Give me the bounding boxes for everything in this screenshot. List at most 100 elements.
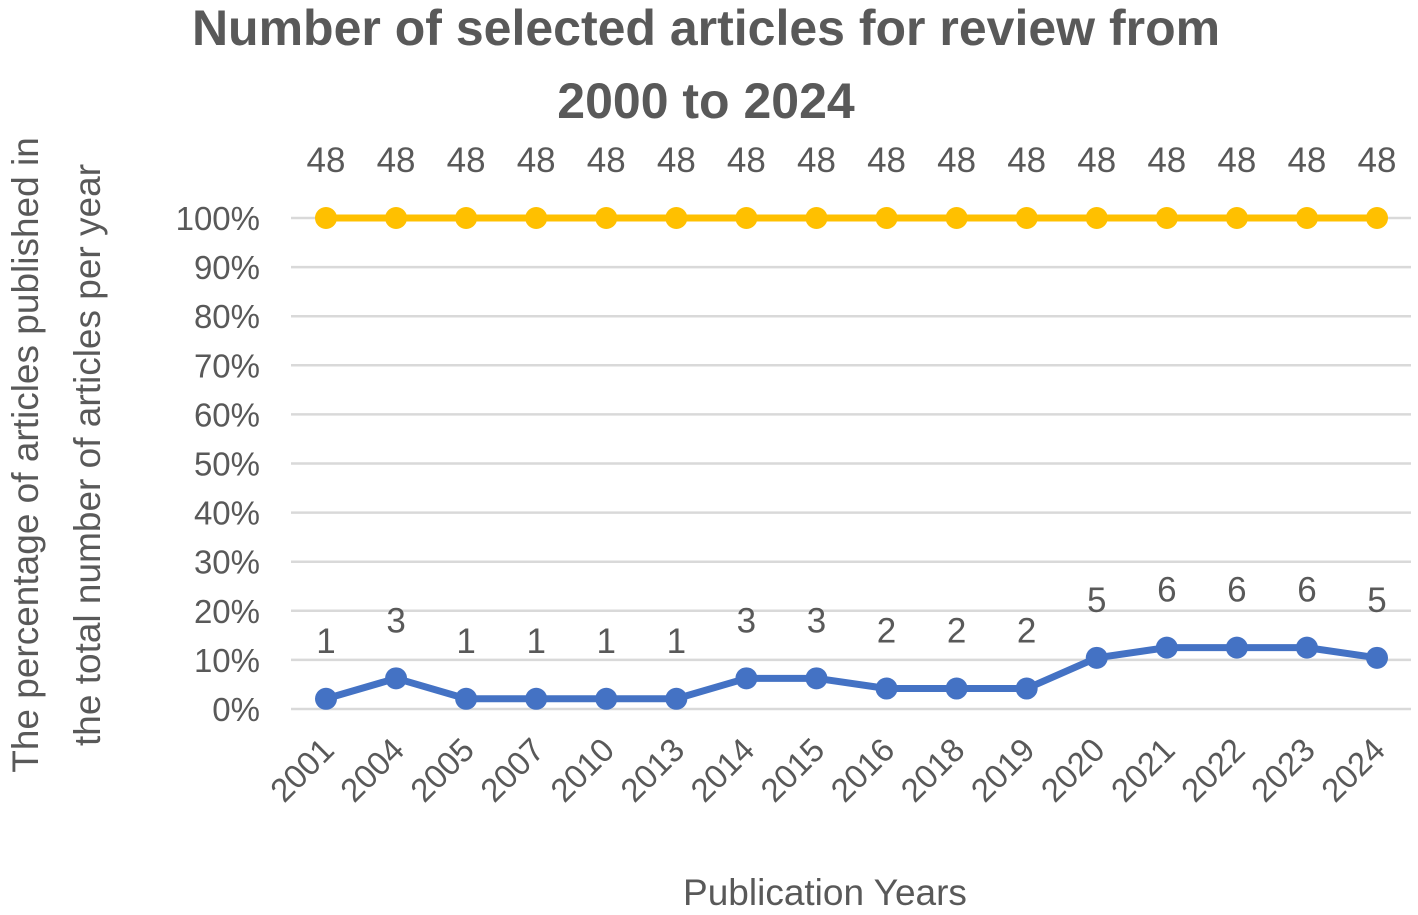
x-tick-label: 2013 [613, 731, 691, 809]
data-point [1366, 207, 1388, 229]
data-label: 2 [877, 612, 896, 651]
x-tick-label: 2016 [823, 731, 901, 809]
data-point [1085, 207, 1108, 229]
data-label: 48 [517, 141, 556, 180]
data-label: 3 [737, 601, 756, 640]
data-label: 48 [867, 141, 906, 180]
x-tick-label: 2024 [1314, 731, 1392, 809]
y-tick-label: 40% [194, 495, 260, 532]
data-label: 6 [1157, 571, 1176, 610]
data-point [385, 667, 408, 690]
data-label: 1 [667, 622, 686, 661]
data-point [1085, 646, 1108, 669]
data-point [525, 687, 548, 710]
data-label: 48 [1358, 141, 1397, 180]
chart-title-line-1: Number of selected articles for review f… [192, 0, 1220, 56]
data-point [665, 687, 688, 710]
data-label: 3 [807, 601, 826, 640]
series-layer [315, 207, 1388, 710]
data-label: 1 [597, 622, 616, 661]
y-tick-label: 30% [194, 544, 260, 581]
x-tick-label: 2014 [683, 731, 761, 809]
x-tick-label: 2020 [1034, 731, 1112, 809]
x-tick-label: 2005 [403, 731, 481, 809]
data-point [735, 667, 758, 690]
data-label: 48 [937, 141, 976, 180]
data-label: 48 [307, 141, 346, 180]
data-point [875, 677, 898, 700]
data-labels-layer: 1 3 1 1 1 1 3 3 2 2 2 5 6 6 6 5 48 48 48 48 48 48 48 48 48 48 48 48… [307, 141, 1397, 661]
chart-title: Number of selected articles for review f… [192, 0, 1220, 129]
x-tick-label: 2021 [1104, 731, 1182, 809]
y-tick-label: 50% [194, 446, 260, 483]
data-point [385, 207, 408, 229]
x-axis-tick-labels: 2001200420052007201020132014201520162018… [263, 731, 1392, 809]
data-label: 48 [1217, 141, 1256, 180]
data-point [1295, 207, 1318, 229]
x-tick-label: 2001 [263, 731, 341, 809]
data-label: 6 [1297, 571, 1316, 610]
data-point [945, 207, 968, 229]
data-label: 48 [377, 141, 416, 180]
data-point [595, 207, 618, 229]
series-1 [315, 636, 1388, 710]
data-point [875, 207, 898, 229]
y-axis-title: The percentage of articles published in … [5, 137, 108, 773]
data-label: 48 [1147, 141, 1186, 180]
data-label: 1 [316, 622, 335, 661]
data-label: 5 [1367, 581, 1386, 620]
data-point [315, 687, 337, 710]
data-label: 1 [456, 622, 475, 661]
data-point [1015, 677, 1038, 700]
y-axis-title-line-1: The percentage of articles published in [5, 137, 46, 773]
series-line [322, 644, 1381, 703]
x-tick-label: 2007 [473, 731, 551, 809]
chart-title-line-2: 2000 to 2024 [557, 73, 855, 129]
data-label: 48 [657, 141, 696, 180]
data-label: 48 [727, 141, 766, 180]
data-point [945, 677, 968, 700]
data-label: 48 [1007, 141, 1046, 180]
data-point [1366, 646, 1388, 669]
y-tick-label: 70% [194, 347, 260, 384]
x-tick-label: 2010 [543, 731, 621, 809]
y-tick-label: 0% [212, 691, 260, 728]
data-point [315, 207, 337, 229]
data-point [665, 207, 688, 229]
data-label: 48 [797, 141, 836, 180]
data-point [1295, 636, 1318, 659]
y-tick-label: 80% [194, 298, 260, 335]
data-label: 1 [526, 622, 545, 661]
data-label: 48 [1077, 141, 1116, 180]
data-label: 5 [1087, 581, 1106, 620]
y-tick-label: 10% [194, 642, 260, 679]
data-label: 6 [1227, 571, 1246, 610]
data-point [735, 207, 758, 229]
data-label: 48 [587, 141, 626, 180]
data-label: 2 [947, 612, 966, 651]
data-point [805, 667, 828, 690]
data-point [455, 687, 478, 710]
x-tick-label: 2018 [893, 731, 971, 809]
data-point [1015, 207, 1038, 229]
data-label: 48 [447, 141, 486, 180]
series-2 [315, 207, 1388, 229]
data-point [525, 207, 548, 229]
y-axis-title-line-2: the total number of articles per year [67, 164, 108, 746]
data-point [1155, 636, 1178, 659]
data-point [805, 207, 828, 229]
x-tick-label: 2022 [1174, 731, 1252, 809]
x-tick-label: 2015 [753, 731, 831, 809]
y-tick-label: 90% [194, 249, 260, 286]
y-tick-label: 20% [194, 593, 260, 630]
x-axis-title: Publication Years [683, 872, 967, 913]
data-label: 2 [1017, 612, 1036, 651]
data-point [1155, 207, 1178, 229]
x-tick-label: 2004 [333, 731, 411, 809]
x-tick-label: 2023 [1244, 731, 1322, 809]
data-point [595, 687, 618, 710]
y-tick-label: 60% [194, 396, 260, 433]
data-label: 3 [386, 601, 405, 640]
y-tick-label: 100% [176, 200, 260, 237]
